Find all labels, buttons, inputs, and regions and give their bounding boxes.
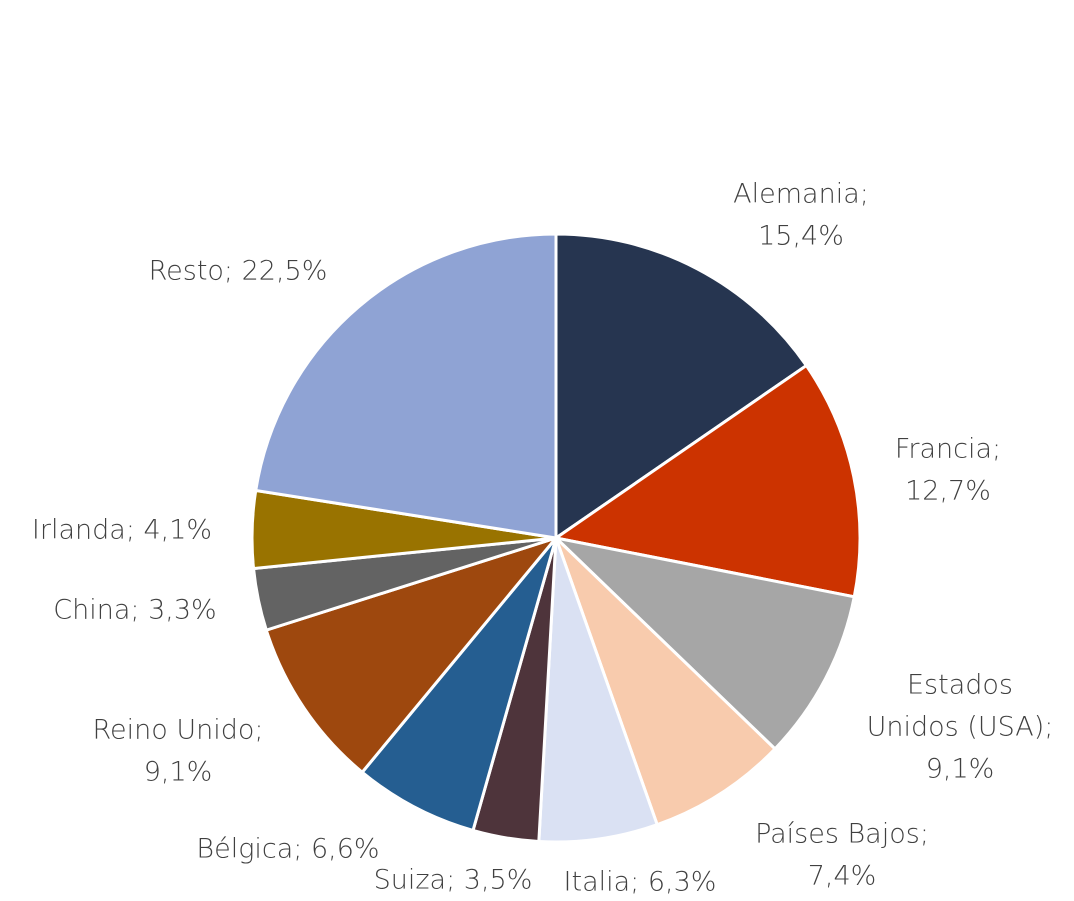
data-label: Irlanda; 4,1% <box>32 515 212 546</box>
data-label: Bélgica; 6,6% <box>196 834 379 865</box>
data-label-line: 9,1% <box>144 757 213 788</box>
pie-slice <box>537 537 660 844</box>
pie-slice <box>264 535 561 775</box>
data-label-line: Alemania; <box>733 179 869 210</box>
data-label-line: Unidos (USA); <box>867 712 1054 743</box>
pie-slice <box>554 232 809 541</box>
data-label-line: Francia; <box>895 434 1001 465</box>
pie-slice <box>554 536 778 827</box>
data-label-line: Italia; 6,3% <box>564 867 717 898</box>
data-label: Países Bajos; 7,4% <box>755 819 929 892</box>
data-label: Estados Unidos (USA); 9,1% <box>867 670 1054 785</box>
data-label-line: Resto; 22,5% <box>149 256 328 287</box>
data-label: Reino Unido; 9,1% <box>92 715 263 788</box>
data-label-line: Países Bajos; <box>755 819 929 850</box>
data-label-line: 15,4% <box>758 221 844 252</box>
data-label-line: 9,1% <box>926 754 995 785</box>
data-label-line: Irlanda; 4,1% <box>32 515 212 546</box>
data-label: Resto; 22,5% <box>149 256 328 287</box>
data-label-line: 7,4% <box>808 861 877 892</box>
data-label-line: Suiza; 3,5% <box>374 865 533 896</box>
data-label-line: China; 3,3% <box>53 595 216 626</box>
data-label: China; 3,3% <box>53 595 216 626</box>
data-label-line: 12,7% <box>905 476 991 507</box>
data-label-line: Bélgica; 6,6% <box>196 834 379 865</box>
pie-slice <box>360 537 558 833</box>
data-label: Italia; 6,3% <box>564 867 717 898</box>
pie-slice <box>552 363 862 599</box>
data-label: Francia; 12,7% <box>895 434 1001 507</box>
data-label: Suiza; 3,5% <box>374 865 533 896</box>
pie-slice <box>551 535 857 751</box>
data-label: Alemania; 15,4% <box>733 179 869 252</box>
pie-slice <box>254 232 558 540</box>
data-label-line: Estados <box>907 670 1013 701</box>
data-label-line: Reino Unido; <box>92 715 263 746</box>
